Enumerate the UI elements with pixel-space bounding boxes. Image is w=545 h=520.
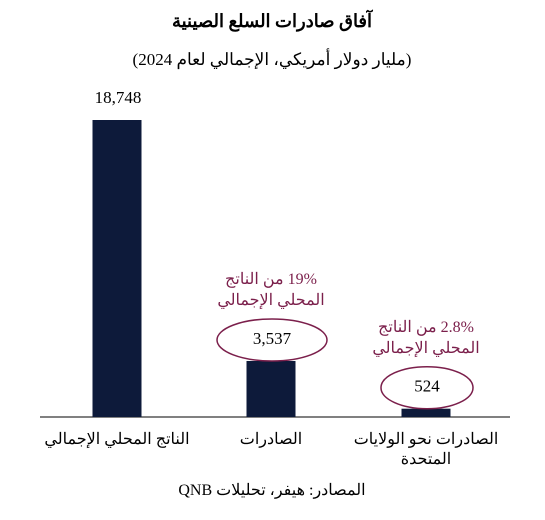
value-ellipse xyxy=(380,365,474,410)
value-label: 18,748 xyxy=(95,88,142,107)
value-ellipse xyxy=(216,318,328,362)
bar xyxy=(401,408,451,417)
bar xyxy=(92,120,142,417)
x-tick-label: الناتج المحلي الإجمالي xyxy=(44,431,190,448)
x-tick-label: الصادرات نحو الولايات المتحدة xyxy=(353,431,499,468)
source: المصادر: هيفر، تحليلات QNB xyxy=(178,482,366,499)
value-label: 3,537 xyxy=(253,329,292,348)
annotation: 19% من الناتج المحلي الإجمالي xyxy=(217,270,325,309)
x-tick-label: الصادرات xyxy=(239,431,303,448)
value-label: 524 xyxy=(414,377,440,396)
chart-title: آفاق صادرات السلع الصينية xyxy=(172,9,374,32)
annotation: 2.8% من الناتج المحلي الإجمالي xyxy=(372,318,480,357)
chart-subtitle: (مليار دولار أمريكي، الإجمالي لعام 2024) xyxy=(133,48,412,70)
bar xyxy=(246,360,296,417)
